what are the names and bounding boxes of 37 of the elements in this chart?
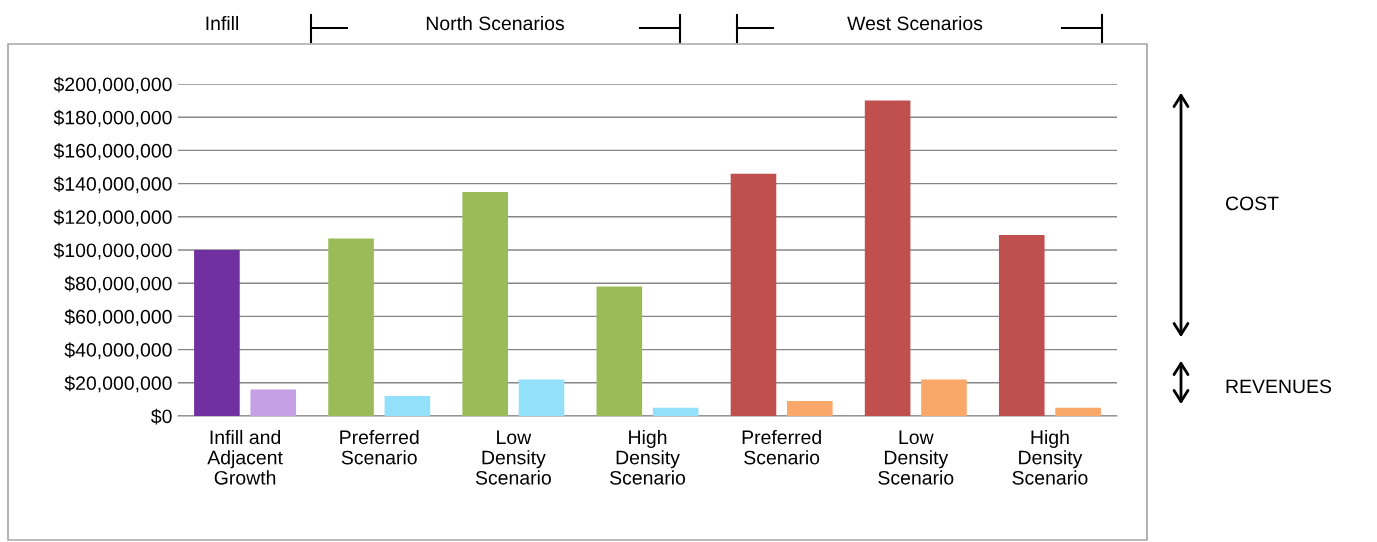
y-tick-label: $180,000,000	[53, 109, 172, 127]
bar	[787, 401, 833, 416]
y-tick-label: $160,000,000	[53, 143, 172, 160]
bar	[384, 396, 431, 416]
bar	[921, 379, 967, 416]
bar	[998, 235, 1045, 416]
bar	[328, 238, 374, 416]
bar	[596, 286, 643, 416]
x-tick-label: Low Density Scenario	[878, 430, 954, 485]
x-tick-label: Low Density Scenario	[475, 430, 551, 485]
bar	[250, 389, 297, 416]
bar	[462, 191, 508, 416]
bar	[1055, 407, 1101, 416]
x-tick-label: Infill and Adjacent Growth	[207, 429, 283, 485]
y-tick-label: $140,000,000	[53, 176, 172, 194]
bar	[194, 250, 240, 416]
text: North Scenarios	[426, 15, 565, 31]
y-tick-label: $60,000,000	[64, 309, 172, 326]
y-tick-label: $120,000,000	[53, 209, 172, 227]
x-tick-label: Preferred Scenario	[742, 429, 821, 465]
bar	[864, 100, 911, 416]
y-tick-label: $80,000,000	[64, 275, 172, 293]
bar	[652, 407, 699, 416]
y-tick-label: $40,000,000	[64, 342, 172, 360]
x-tick-label: High Density Scenario	[1012, 429, 1088, 485]
y-tick-label: $200,000,000	[53, 76, 172, 94]
text: COST	[1225, 196, 1279, 211]
text: Infill	[206, 15, 238, 31]
x-tick-label: High Density Scenario	[610, 429, 686, 485]
y-tick-label: $20,000,000	[64, 375, 172, 393]
y-tick-label: $100,000,000	[53, 242, 172, 260]
bar	[518, 379, 565, 416]
x-tick-label: Preferred Scenario	[340, 429, 419, 465]
text: REVENUES	[1226, 379, 1332, 394]
text: West Scenarios	[847, 15, 983, 31]
bar	[730, 173, 777, 416]
y-tick-label: $0	[151, 408, 172, 425]
